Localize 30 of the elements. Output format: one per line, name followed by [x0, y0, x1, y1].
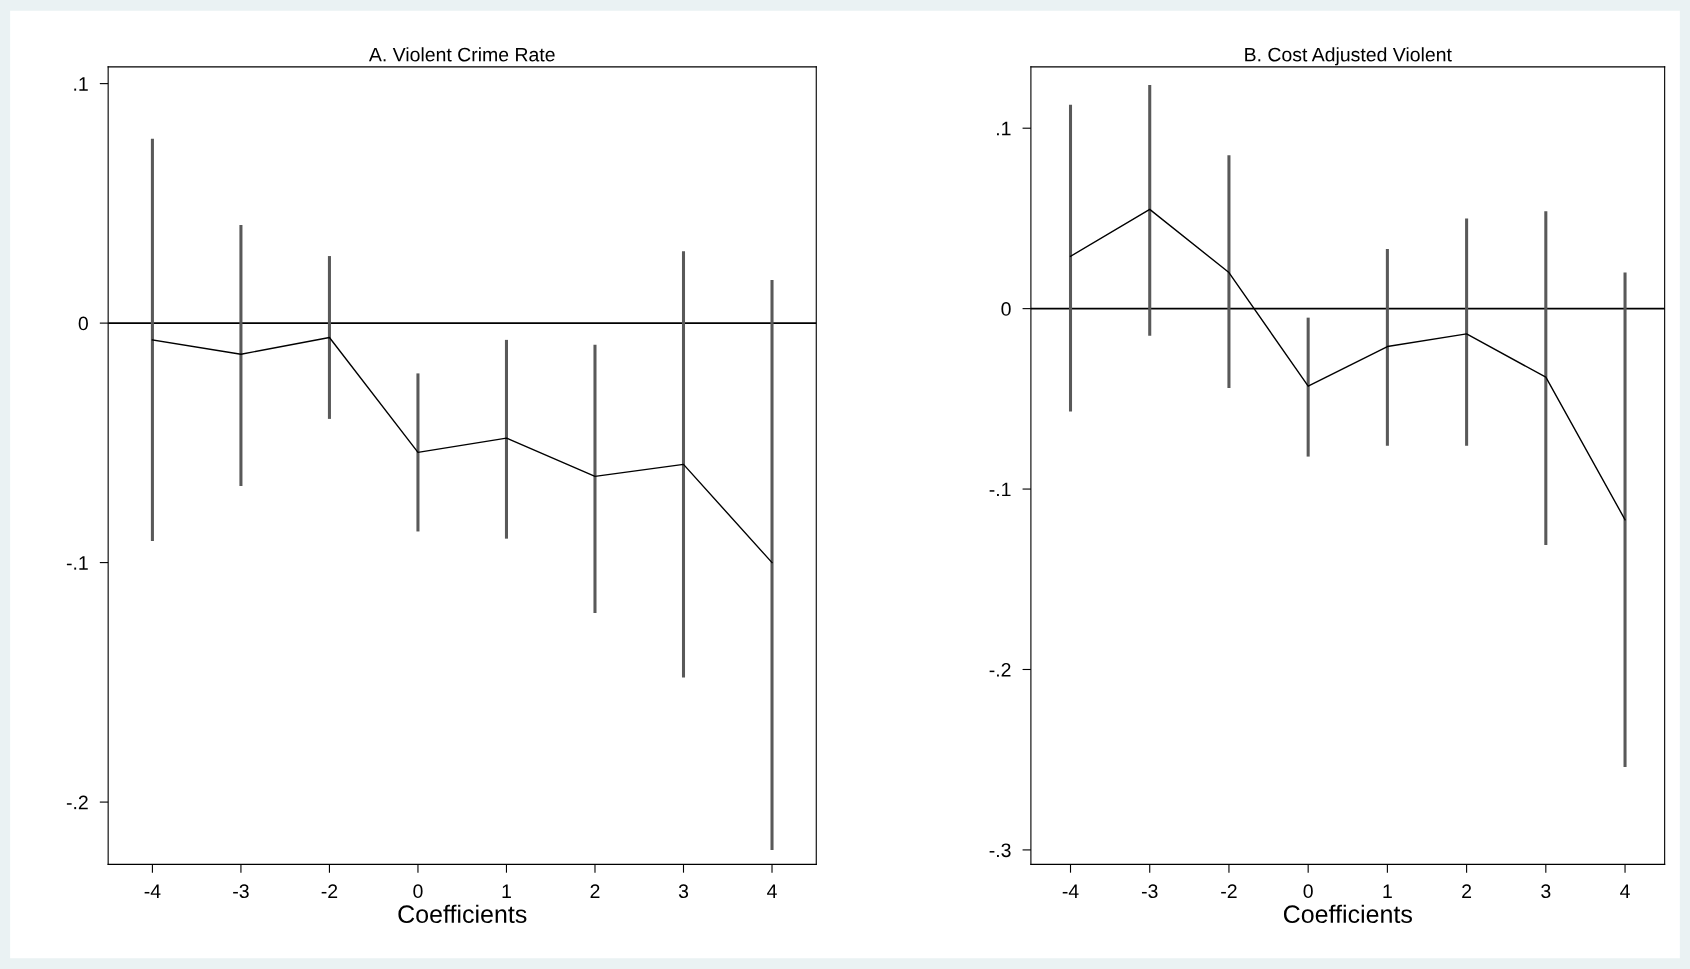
chart-title: B. Cost Adjusted Violent: [1245, 47, 1452, 66]
x-tick-label: 0: [1303, 884, 1313, 899]
x-axis-title: Coefficients: [398, 904, 527, 924]
y-tick-label: -.3: [989, 843, 1011, 858]
y-tick-label: .1: [74, 77, 88, 91]
x-tick-label: 0: [413, 884, 423, 899]
x-tick-label: 4: [767, 884, 777, 898]
x-tick-label: 3: [678, 884, 689, 899]
x-tick-label: 4: [1620, 884, 1630, 898]
x-tick-label: -3: [233, 884, 249, 899]
x-tick-label: 1: [1383, 884, 1392, 898]
x-tick-label: 3: [1541, 884, 1551, 899]
y-tick-label: -.2: [66, 795, 88, 810]
x-tick-label: 1: [502, 884, 511, 898]
x-tick-label: 2: [590, 884, 600, 898]
chart-title: A. Violent Crime Rate: [368, 47, 555, 62]
x-tick-label: -4: [1062, 884, 1079, 898]
y-tick-label: .1: [997, 121, 1011, 136]
y-tick-label: -.1: [989, 482, 1011, 497]
y-tick-label: 0: [78, 316, 88, 331]
y-tick-label: -.2: [989, 662, 1011, 677]
x-tick-label: -2: [1221, 884, 1237, 898]
y-tick-label: 0: [1001, 302, 1011, 316]
x-tick-label: -3: [1141, 884, 1158, 899]
line-series: [151, 336, 773, 564]
x-axis-title: Coefficients: [1283, 904, 1412, 924]
x-tick-label: -2: [321, 884, 338, 898]
x-tick-label: -4: [144, 884, 161, 898]
y-tick-label: -.1: [66, 556, 88, 570]
x-tick-label: 2: [1462, 884, 1472, 898]
